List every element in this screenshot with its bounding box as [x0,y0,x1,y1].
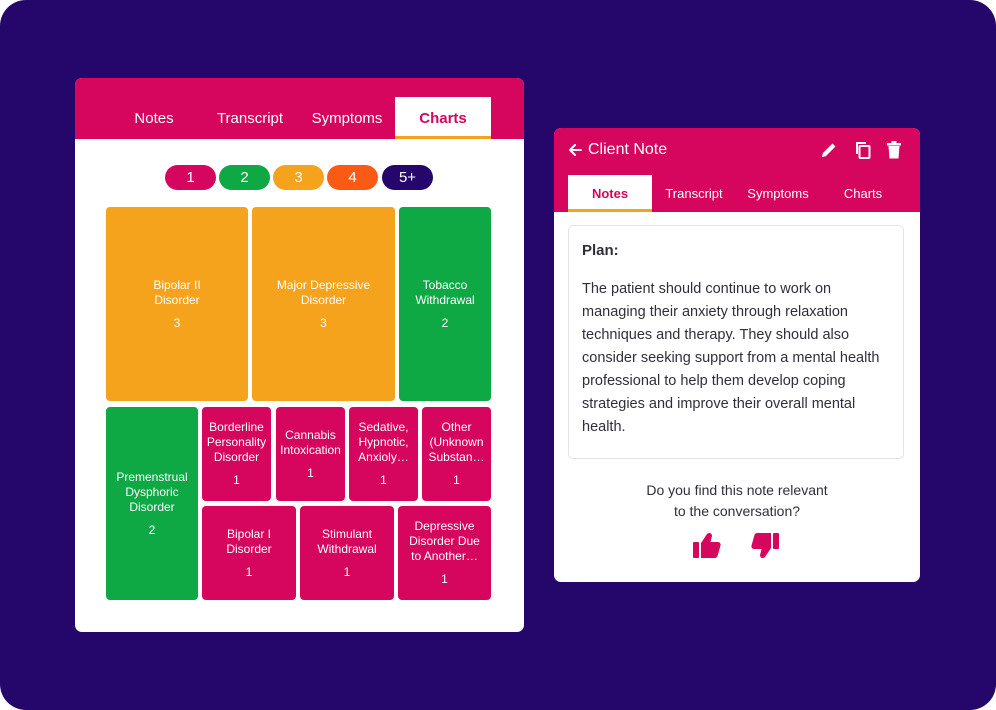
plan-note-box: Plan: The patient should continue to wor… [568,225,904,459]
tile-label: Cannabis Intoxication [280,427,341,457]
legend-chip-2[interactable]: 2 [219,165,270,190]
tile-label: Major Depressive Disorder [276,277,371,307]
charts-tab-bar: Notes Transcript Symptoms Charts [75,78,524,139]
treemap-tile-major-depressive[interactable]: Major Depressive Disorder 3 [252,207,395,401]
tile-label: Borderline Personality Disorder [206,420,267,464]
feedback-question-line1: Do you find this note relevant [646,482,828,498]
tile-count: 1 [245,564,253,579]
tile-label: Bipolar II Disorder [153,277,201,307]
tab-transcript[interactable]: Transcript [665,186,723,201]
thumbs-up-icon[interactable] [693,532,721,563]
tile-count: 1 [380,473,387,487]
treemap-tile-other-unknown[interactable]: Other (Unknown Substan… 1 [422,407,491,501]
treemap-tile-premenstrual[interactable]: Premenstrual Dysphoric Disorder 2 [106,407,198,600]
tile-label: Stimulant Withdrawal [317,526,377,556]
tab-charts[interactable]: Charts [395,97,491,139]
tile-count: 1 [441,572,448,586]
tab-notes[interactable]: Notes [134,110,174,127]
tab-charts[interactable]: Charts [843,186,883,201]
tab-symptoms[interactable]: Symptoms [311,110,383,127]
tile-label: Premenstrual Dysphoric Disorder [116,469,188,514]
trash-icon[interactable] [886,141,902,164]
tile-count: 1 [343,564,351,579]
tile-label: Depressive Disorder Due to Another… [409,519,480,563]
feedback-question: Do you find this note relevant to the co… [554,480,920,522]
legend-chip-1[interactable]: 1 [165,165,216,190]
thumbs-down-icon[interactable] [751,533,779,564]
treemap-tile-cannabis[interactable]: Cannabis Intoxication 1 [276,407,345,501]
charts-card: Notes Transcript Symptoms Charts 1 2 3 4… [75,78,524,632]
legend-chip-4[interactable]: 4 [327,165,378,190]
tab-notes[interactable]: Notes [568,175,652,212]
tile-count: 1 [233,473,240,487]
back-arrow-icon[interactable] [567,142,583,163]
note-body: The patient should continue to work on m… [582,281,880,435]
tile-label: Tobacco Withdrawal [415,277,475,307]
treemap-tile-borderline[interactable]: Borderline Personality Disorder 1 [202,407,271,501]
client-note-header: Client Note Notes Transcript Symptoms Ch… [554,128,920,212]
feedback-question-line2: to the conversation? [673,503,801,519]
tile-count: 2 [441,315,449,330]
tab-transcript[interactable]: Transcript [216,110,284,127]
treemap-tile-bipolar-ii[interactable]: Bipolar II Disorder 3 [106,207,248,401]
treemap-tile-tobacco-withdrawal[interactable]: Tobacco Withdrawal 2 [399,207,491,401]
tile-count: 3 [173,315,181,330]
tile-count: 1 [307,465,314,480]
treemap-tile-bipolar-i[interactable]: Bipolar I Disorder 1 [202,506,296,600]
tile-label: Bipolar I Disorder [226,526,272,556]
tile-label: Sedative, Hypnotic, Anxioly… [358,420,409,464]
treemap-tile-depressive-due[interactable]: Depressive Disorder Due to Another… 1 [398,506,491,600]
legend-chip-3[interactable]: 3 [273,165,324,190]
treemap-tile-stimulant[interactable]: Stimulant Withdrawal 1 [300,506,394,600]
legend-chip-5-plus[interactable]: 5+ [382,165,433,190]
tile-count: 2 [148,522,156,537]
tile-label: Other (Unknown Substan… [428,420,485,464]
tile-count: 1 [453,473,460,487]
tile-count: 3 [320,315,327,330]
pencil-icon[interactable] [820,141,838,164]
copy-icon[interactable] [854,141,872,164]
treemap-tile-sedative[interactable]: Sedative, Hypnotic, Anxioly… 1 [349,407,418,501]
client-note-title: Client Note [588,141,668,158]
tab-symptoms[interactable]: Symptoms [747,186,809,201]
note-heading: Plan: [582,242,619,259]
client-note-card: Client Note Notes Transcript Symptoms Ch… [554,128,920,582]
